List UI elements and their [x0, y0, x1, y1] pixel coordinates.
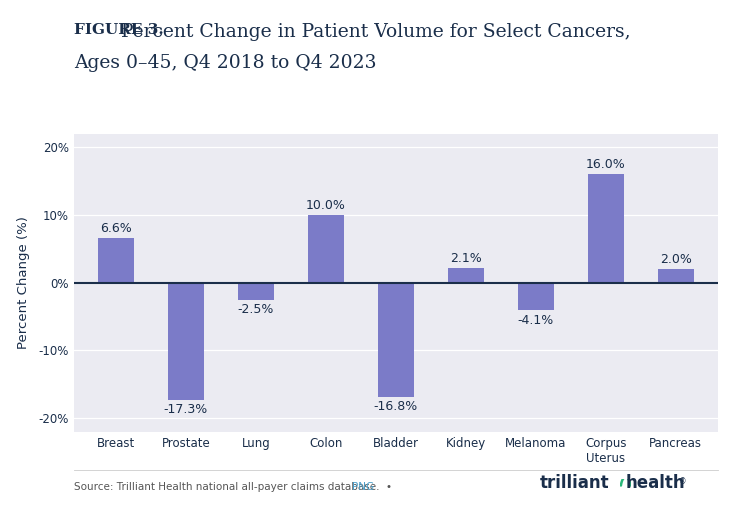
Text: ®: ®: [679, 477, 687, 486]
Text: 2.1%: 2.1%: [450, 252, 482, 265]
Text: Ages 0–45, Q4 2018 to Q4 2023: Ages 0–45, Q4 2018 to Q4 2023: [74, 54, 377, 72]
Bar: [588, 174, 624, 283]
Text: Source: Trilliant Health national all-payer claims database.  •: Source: Trilliant Health national all-pa…: [74, 483, 399, 492]
Bar: [377, 283, 414, 396]
Bar: [98, 238, 134, 283]
Text: -17.3%: -17.3%: [164, 403, 208, 416]
Bar: [238, 283, 274, 300]
Text: health: health: [625, 474, 685, 492]
Bar: [168, 283, 204, 400]
Bar: [658, 269, 694, 283]
Text: Percent Change in Patient Volume for Select Cancers,: Percent Change in Patient Volume for Sel…: [121, 23, 630, 41]
Text: trilliant: trilliant: [540, 474, 610, 492]
Text: -2.5%: -2.5%: [238, 303, 274, 316]
Text: -4.1%: -4.1%: [518, 314, 554, 327]
Text: -16.8%: -16.8%: [374, 400, 418, 413]
Text: PNG: PNG: [352, 483, 374, 492]
Bar: [448, 268, 484, 283]
Text: 6.6%: 6.6%: [100, 222, 132, 234]
Text: 16.0%: 16.0%: [586, 158, 626, 171]
Bar: [308, 215, 344, 283]
Text: 10.0%: 10.0%: [306, 198, 346, 212]
Text: 2.0%: 2.0%: [660, 253, 692, 266]
Text: FIGURE 3.: FIGURE 3.: [74, 23, 164, 37]
Bar: [518, 283, 554, 310]
Y-axis label: Percent Change (%): Percent Change (%): [18, 216, 30, 349]
